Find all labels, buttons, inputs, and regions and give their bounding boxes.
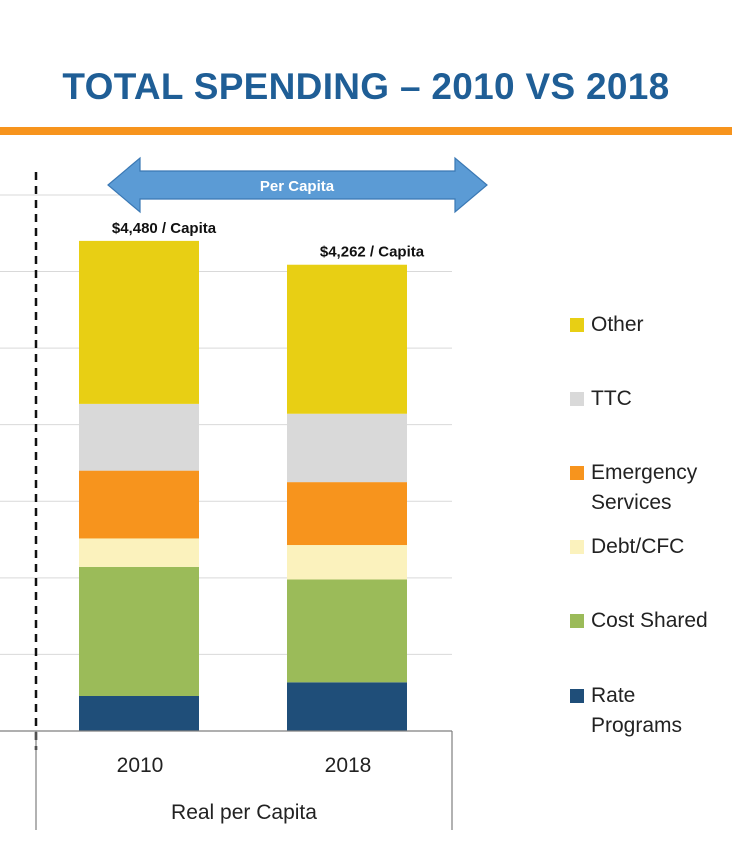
legend-label-line: TTC — [591, 387, 632, 410]
bar-segment-debt-cfc — [79, 538, 199, 567]
legend-swatch — [570, 466, 584, 480]
bar-segment-rate-programs — [79, 695, 199, 731]
legend-swatch — [570, 318, 584, 332]
legend-label: Rate Programs — [591, 681, 731, 741]
legend-swatch — [570, 392, 584, 406]
legend-label: Emergency Services — [591, 458, 731, 518]
bar-segment-other — [79, 240, 199, 404]
bar-segment-emergency-services — [79, 470, 199, 539]
arrow-label: Per Capita — [260, 178, 335, 195]
bar-total-label: $4,262 / Capita — [320, 244, 425, 261]
legend-swatch — [570, 614, 584, 628]
page-title: TOTAL SPENDING – 2010 VS 2018 — [62, 66, 670, 107]
bar-segment-cost-shared — [79, 566, 199, 696]
x-axis: 2010 2018 Real per Capita — [0, 730, 453, 830]
bar-segment-ttc — [79, 403, 199, 471]
legend-label-line: Cost Shared — [591, 609, 708, 632]
title-underline — [0, 127, 732, 135]
legend-label-line: Other — [591, 313, 644, 336]
bars: $4,480 / Capita $4,262 / Capita — [79, 220, 425, 731]
double-arrow-icon — [107, 156, 488, 214]
legend-label-line: Services — [591, 491, 672, 514]
x-axis-label: Real per Capita — [171, 801, 317, 824]
bar-segment-rate-programs — [287, 682, 407, 731]
bar-segment-emergency-services — [287, 482, 407, 546]
x-tick-label: 2010 — [117, 754, 164, 777]
legend-label-line: Programs — [591, 714, 683, 737]
per-capita-arrow: Per Capita — [107, 156, 488, 214]
legend-label: TTC — [591, 384, 731, 414]
bar-segment-cost-shared — [287, 579, 407, 683]
legend-label-line: Rate — [591, 684, 636, 707]
legend-label: Debt/CFC — [591, 532, 731, 562]
legend-swatch — [570, 540, 584, 554]
legend-swatch — [570, 689, 584, 703]
bar-total-label: $4,480 / Capita — [112, 220, 217, 237]
legend-label: Other — [591, 310, 731, 340]
legend-label-line: Emergency — [591, 461, 698, 484]
bar-segment-debt-cfc — [287, 545, 407, 580]
bar-segment-ttc — [287, 413, 407, 483]
x-tick-label: 2018 — [325, 754, 372, 777]
bar-segment-other — [287, 264, 407, 414]
legend-label-line: Debt/CFC — [591, 535, 685, 558]
legend-label: Cost Shared — [591, 606, 731, 636]
